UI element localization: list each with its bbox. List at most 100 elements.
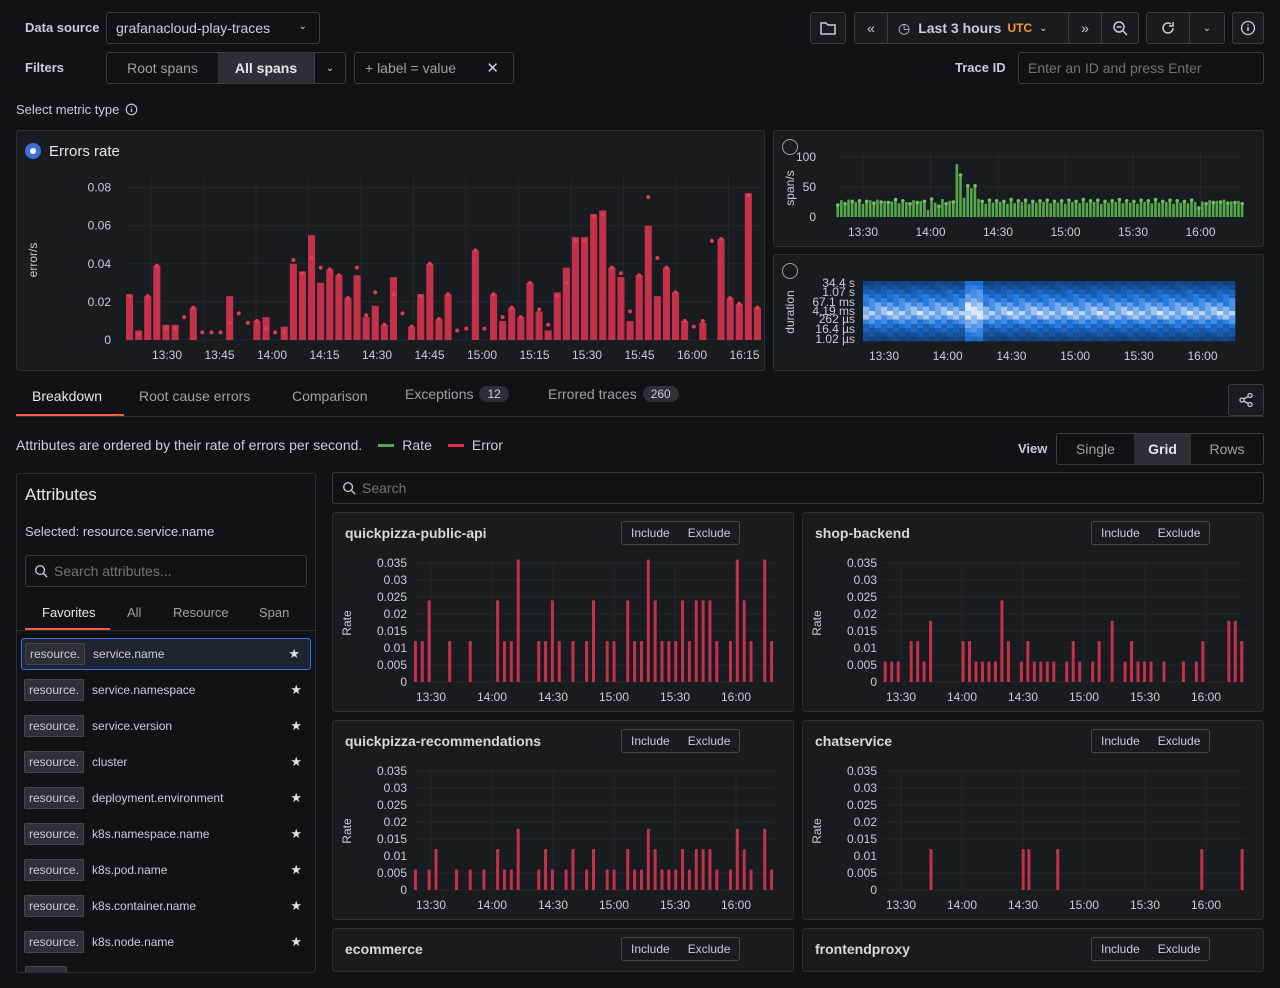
refresh-interval-chevron-icon[interactable]: ⌄ <box>1189 12 1225 44</box>
all-spans-option[interactable]: All spans <box>218 53 314 83</box>
view-single-option[interactable]: Single <box>1076 441 1115 457</box>
attribute-item[interactable]: resource. service.version ★ <box>20 710 312 742</box>
error-point <box>527 280 532 285</box>
tab-comparison[interactable]: Comparison <box>292 388 368 404</box>
trace-id-input[interactable] <box>1018 52 1264 84</box>
star-icon[interactable]: ★ <box>290 898 302 913</box>
heatmap-cell <box>875 281 882 286</box>
close-icon[interactable]: ✕ <box>486 60 499 77</box>
attr-tab-span[interactable]: Span <box>259 605 290 620</box>
span-rate-panel[interactable]: 0 50 100 13:30 14:00 14:30 15:00 15:30 16:00 span… <box>773 130 1264 247</box>
star-icon[interactable]: ★ <box>290 682 302 697</box>
heatmap-cell <box>1031 293 1038 299</box>
breakdown-search[interactable] <box>332 472 1264 504</box>
include-button[interactable]: Include <box>1101 734 1140 748</box>
attribute-item[interactable]: resource. deployment.environment ★ <box>20 782 312 814</box>
attribute-item[interactable]: resource. k8s.namespace.name ★ <box>20 818 312 850</box>
attribute-item[interactable]: resource. k8s.node.name ★ <box>20 926 312 958</box>
include-button[interactable]: Include <box>631 526 670 540</box>
exclude-button[interactable]: Exclude <box>687 734 731 748</box>
exclude-button[interactable]: Exclude <box>687 942 731 956</box>
heatmap-cell <box>1151 298 1158 303</box>
exclude-button[interactable]: Exclude <box>1157 734 1201 748</box>
star-icon[interactable]: ★ <box>290 790 302 805</box>
heatmap-cell <box>1175 289 1182 295</box>
x-tick-label: 14:00 <box>947 898 977 912</box>
exclude-button[interactable]: Exclude <box>1157 942 1201 956</box>
heatmap-cell <box>1115 311 1122 316</box>
duration-radio[interactable] <box>782 263 798 279</box>
duration-panel[interactable]: duration 34.4 s 1.07 s 67.1 ms 4.19 ms 262 µs… <box>773 254 1264 371</box>
tab-exceptions[interactable]: Exceptions 12 <box>405 386 509 402</box>
star-icon[interactable]: ★ <box>290 934 302 949</box>
folder-icon[interactable] <box>810 12 846 44</box>
heatmap-cell <box>1205 336 1212 342</box>
refresh-icon[interactable] <box>1146 12 1190 44</box>
error-bar <box>1019 661 1023 682</box>
attr-tab-resource[interactable]: Resource <box>173 605 229 620</box>
errors-rate-radio[interactable] <box>25 143 41 159</box>
heatmap-cell <box>1079 336 1086 342</box>
heatmap-cell <box>1097 298 1104 303</box>
error-bar <box>571 849 575 890</box>
heatmap-cell <box>1043 332 1050 338</box>
star-icon[interactable]: ★ <box>290 862 302 877</box>
star-icon[interactable]: ★ <box>290 826 302 841</box>
info-icon[interactable] <box>1232 12 1264 44</box>
root-spans-option[interactable]: Root spans <box>127 60 198 76</box>
errors-rate-panel[interactable]: Errors rate 0 0.02 0.04 0.06 0.08 13:30 13:45 1… <box>16 130 765 371</box>
tab-breakdown[interactable]: Breakdown <box>32 388 103 404</box>
error-bar <box>617 277 625 340</box>
attribute-item[interactable]: resource. k8s.container.name ★ <box>20 890 312 922</box>
zoom-out-icon[interactable] <box>1101 12 1139 44</box>
x-tick-label: 14:30 <box>1008 898 1038 912</box>
heatmap-cell <box>905 298 912 303</box>
include-button[interactable]: Include <box>1101 526 1140 540</box>
attribute-item[interactable]: resource. cluster ★ <box>20 746 312 778</box>
tab-root-cause-errors[interactable]: Root cause errors <box>139 388 251 404</box>
chevron-down-icon[interactable]: ⌄ <box>314 53 345 83</box>
include-button[interactable]: Include <box>631 734 670 748</box>
heatmap-cell <box>1091 281 1098 286</box>
heatmap-cell <box>1109 281 1116 286</box>
error-bar <box>516 828 520 890</box>
time-forward-icon[interactable]: » <box>1068 12 1102 44</box>
include-button[interactable]: Include <box>1101 942 1140 956</box>
data-source-picker[interactable]: grafanacloud-play-traces ⌄ <box>106 12 320 44</box>
attr-tab-favorites[interactable]: Favorites <box>42 605 96 620</box>
exclude-button[interactable]: Exclude <box>687 526 731 540</box>
heatmap-cell <box>995 306 1002 312</box>
attribute-item[interactable]: resource. k8s.pod.name ★ <box>20 854 312 886</box>
heatmap-cell <box>1139 323 1146 329</box>
error-bar <box>726 298 734 340</box>
time-range-picker[interactable]: ◷ Last 3 hours UTC ⌄ <box>887 12 1069 44</box>
star-icon[interactable]: ★ <box>290 718 302 733</box>
attr-tab-all[interactable]: All <box>127 605 142 620</box>
view-rows-option[interactable]: Rows <box>1209 441 1245 457</box>
rate-point <box>1088 199 1093 203</box>
tab-errored-traces[interactable]: Errored traces 260 <box>548 386 679 402</box>
heatmap-cell <box>869 311 876 316</box>
include-button[interactable]: Include <box>631 942 670 956</box>
star-icon[interactable]: ★ <box>288 646 300 661</box>
share-icon[interactable] <box>1228 384 1264 416</box>
star-icon[interactable]: ★ <box>290 754 302 769</box>
time-back-icon[interactable]: « <box>854 12 888 44</box>
attribute-search[interactable] <box>25 555 307 587</box>
attribute-item[interactable]: resource. service.name ★ <box>21 638 311 670</box>
heatmap-cell <box>1157 302 1164 308</box>
heatmap-cell <box>1187 281 1194 286</box>
error-bar <box>1039 661 1043 682</box>
attribute-search-input[interactable] <box>54 563 294 579</box>
attribute-item[interactable]: resource. service.namespace ★ <box>20 674 312 706</box>
heatmap-cell <box>1121 285 1128 290</box>
view-grid-option[interactable]: Grid <box>1134 434 1191 464</box>
heatmap-cell <box>869 336 876 342</box>
heatmap-cell <box>1193 319 1200 325</box>
error-bar <box>517 317 525 340</box>
span-rate-radio[interactable] <box>782 139 798 155</box>
breakdown-search-input[interactable] <box>362 480 1222 496</box>
exclude-button[interactable]: Exclude <box>1157 526 1201 540</box>
label-filter-input[interactable]: + label = value ✕ <box>354 52 514 84</box>
heatmap-cell <box>947 332 954 338</box>
